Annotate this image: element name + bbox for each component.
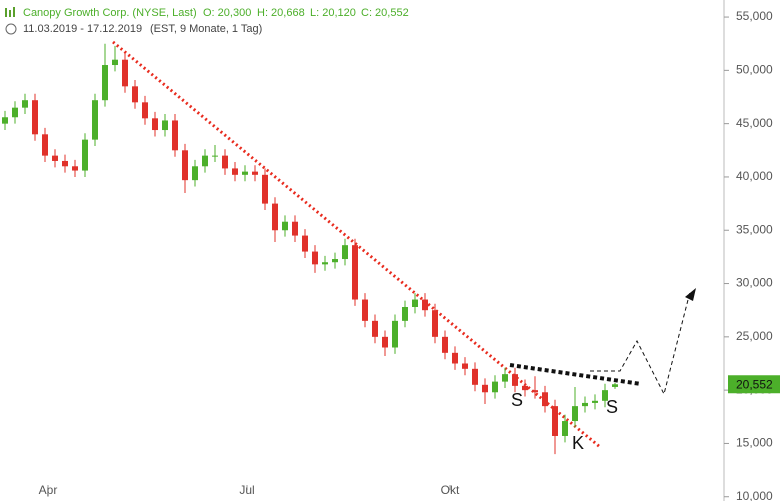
candle-body [192, 166, 198, 181]
candle-body [462, 363, 468, 369]
last-price-label: 20,552 [736, 377, 773, 391]
x-tick-label: Jul [239, 483, 254, 497]
candle-body [392, 320, 398, 348]
candle-body [62, 160, 68, 167]
projection-arrow [685, 288, 696, 301]
candle-body [182, 150, 188, 181]
candle-body [232, 168, 238, 175]
header-icon [5, 7, 15, 17]
subtitle: (EST, 9 Monate, 1 Tag) [150, 23, 262, 35]
candle-body [412, 299, 418, 307]
candle-body [212, 155, 218, 157]
candle-body [352, 245, 358, 300]
candle-body [382, 336, 388, 348]
candle-body [32, 100, 38, 135]
trendline [112, 40, 601, 449]
candle-body [282, 221, 288, 231]
candle-body [22, 100, 28, 108]
low-label: L: 20,120 [310, 7, 356, 19]
candle-body [142, 102, 148, 119]
y-tick-label: 40,000 [736, 169, 773, 183]
candle-body [602, 390, 608, 401]
annotation: S [511, 390, 523, 410]
y-tick-label: 55,000 [736, 9, 773, 23]
y-tick-label: 30,000 [736, 276, 773, 290]
candle-body [272, 203, 278, 231]
y-tick-label: 45,000 [736, 116, 773, 130]
close-label: C: 20,552 [361, 7, 409, 19]
candle-body [572, 406, 578, 422]
candle-body [312, 251, 318, 265]
candle-body [552, 406, 558, 436]
projection [590, 291, 691, 396]
candle-body [82, 139, 88, 171]
candle-body [492, 381, 498, 393]
candle-body [532, 390, 538, 393]
chart-title: Canopy Growth Corp. (NYSE, Last) [23, 7, 197, 19]
candle-body [72, 166, 78, 171]
open-label: O: 20,300 [203, 7, 251, 19]
candle-body [342, 245, 348, 260]
neckline [509, 363, 642, 386]
candle-body [322, 262, 328, 265]
candle-body [442, 336, 448, 353]
high-label: H: 20,668 [257, 7, 305, 19]
y-tick-label: 15,000 [736, 436, 773, 450]
y-tick-label: 35,000 [736, 222, 773, 236]
candle-body [42, 134, 48, 156]
candle-body [222, 155, 228, 169]
candle-body [512, 374, 518, 386]
candle-body [482, 384, 488, 393]
candle-body [592, 400, 598, 403]
candle-body [582, 402, 588, 407]
candle-body [362, 299, 368, 321]
x-tick-label: Apr [39, 483, 58, 497]
annotation: K [572, 433, 584, 453]
candle-body [92, 100, 98, 140]
x-tick-label: Okt [441, 483, 460, 497]
candle-body [12, 107, 18, 118]
last-price-box [728, 375, 780, 394]
candle-body [122, 59, 128, 87]
candle-body [162, 120, 168, 131]
annotation: S [606, 397, 618, 417]
candle-body [302, 235, 308, 252]
candle-body [502, 374, 508, 382]
candle-body [372, 320, 378, 337]
candle-body [2, 117, 8, 124]
candle-body [172, 120, 178, 151]
candle-body [252, 171, 258, 175]
candle-body [472, 368, 478, 385]
candle-body [112, 59, 118, 66]
candle-body [542, 392, 548, 407]
candle-body [612, 384, 618, 387]
y-tick-label: 10,000 [736, 489, 773, 501]
candle-body [262, 174, 268, 204]
candle-body [562, 421, 568, 436]
candle-body [522, 385, 528, 391]
candle-body [102, 65, 108, 101]
y-tick-label: 50,000 [736, 63, 773, 77]
candle-body [292, 221, 298, 236]
candle-body [402, 306, 408, 321]
candle-body [132, 86, 138, 103]
candle-body [422, 299, 428, 311]
candle-body [242, 171, 248, 175]
candle-body [52, 155, 58, 161]
candle-body [332, 259, 338, 263]
candle-body [202, 155, 208, 167]
y-tick-label: 25,000 [736, 329, 773, 343]
clock-icon [5, 23, 17, 35]
candle-body [432, 310, 438, 337]
candle-body [152, 118, 158, 131]
period: 11.03.2019 - 17.12.2019 [23, 23, 142, 35]
candle-body [452, 352, 458, 364]
